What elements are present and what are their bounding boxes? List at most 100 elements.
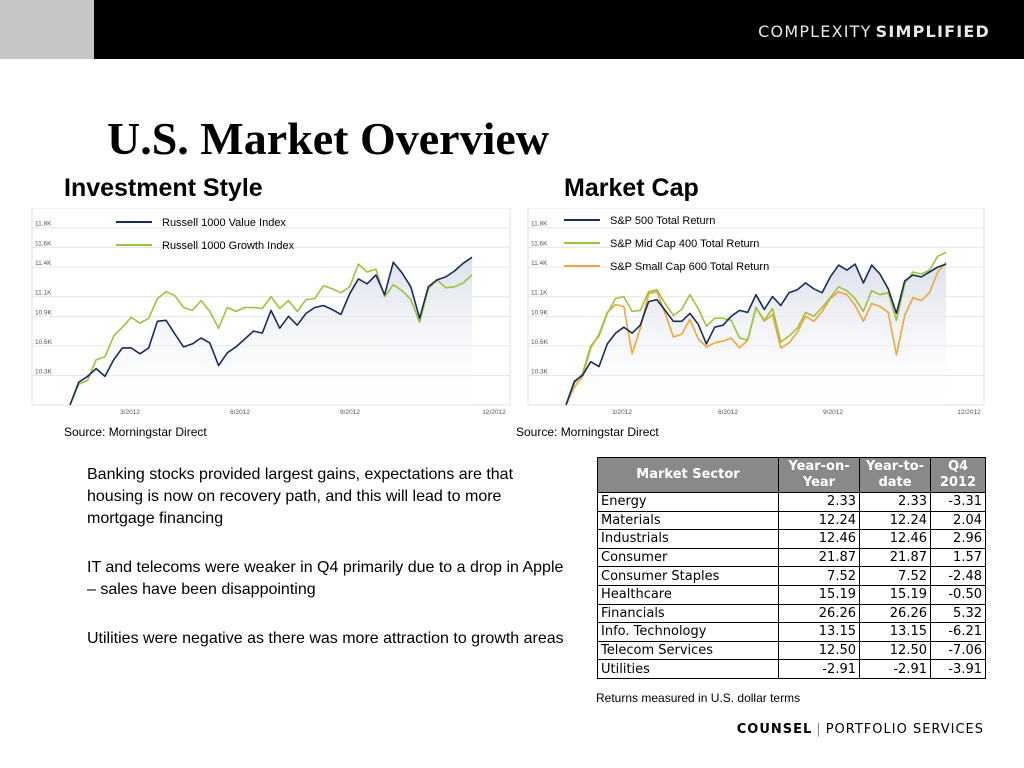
yoy-cell: 21.87	[778, 547, 860, 568]
commentary-paragraph: Banking stocks provided largest gains, e…	[87, 466, 514, 527]
ytd-cell: 15.19	[859, 584, 931, 605]
investment-style-source: Source: Morningstar Direct	[64, 425, 207, 439]
series-line	[565, 251, 947, 406]
table-row: Info. Technology 13.15 13.15 -6.21	[597, 622, 986, 642]
ytd-cell: 21.87	[859, 547, 931, 568]
sector-cell: Energy	[597, 492, 779, 512]
legend-label: S&P Small Cap 600 Total Return	[610, 261, 769, 273]
header-bar: COMPLEXITY SIMPLIFIED	[0, 0, 1024, 59]
commentary-paragraph: IT and telecoms were weaker in Q4 primar…	[87, 559, 564, 598]
yoy-cell: 7.52	[778, 566, 860, 586]
sector-cell: Telecom Services	[597, 640, 779, 661]
x-tick-label: 9/2012	[823, 409, 843, 416]
series-area-fill	[70, 257, 472, 405]
header-q4-2012: Q4 2012	[930, 457, 986, 493]
q4-cell: 2.04	[930, 510, 986, 531]
table-row: Consumer Staples 7.52 7.52 -2.48	[597, 566, 986, 586]
legend-label: Russell 1000 Value Index	[162, 217, 286, 229]
q4-cell: 2.96	[930, 529, 986, 549]
y-tick-label: 10.3K	[531, 368, 549, 375]
ytd-cell: 12.46	[859, 529, 931, 549]
q4-cell: -3.31	[930, 492, 986, 512]
market-cap-source: Source: Morningstar Direct	[516, 425, 659, 439]
ytd-cell: -2.91	[859, 659, 931, 679]
y-tick-label: 11.6K	[531, 240, 548, 247]
commentary: Banking stocks provided largest gains, e…	[87, 464, 567, 677]
yoy-cell: 15.19	[778, 584, 860, 605]
yoy-cell: 12.24	[778, 510, 860, 531]
header-year-to-date: Year-to-date	[859, 457, 931, 493]
sector-cell: Consumer	[597, 547, 779, 568]
header-year-on-year: Year-on- Year	[778, 457, 860, 493]
sector-cell: Consumer Staples	[597, 566, 779, 586]
legend-label: S&P 500 Total Return	[610, 215, 715, 227]
header-accent-block	[0, 0, 94, 59]
yoy-cell: 12.50	[778, 640, 860, 661]
market-cap-chart: 12K11.8K11.6K11.4K11.1K10.9K10.6K10.3K3/…	[527, 208, 985, 416]
legend-label: S&P Mid Cap 400 Total Return	[610, 238, 759, 250]
q4-cell: -6.21	[930, 622, 986, 642]
sector-returns-table: Market Sector Year-on- Year Year-to-date …	[597, 457, 986, 679]
y-tick-label: 11.6K	[35, 240, 52, 247]
q4-cell: 1.57	[930, 547, 986, 568]
y-tick-label: 11.4K	[531, 260, 548, 267]
table-row: Telecom Services 12.50 12.50 -7.06	[597, 640, 986, 661]
legend-label: Russell 1000 Growth Index	[162, 240, 295, 252]
table-row: Utilities -2.91 -2.91 -3.91	[597, 659, 986, 679]
header-brand: COMPLEXITY SIMPLIFIED	[758, 22, 990, 41]
q4-cell: -0.50	[930, 584, 986, 605]
y-tick-label: 11.1K	[531, 290, 548, 297]
x-tick-label: 6/2012	[718, 409, 738, 416]
sector-cell: Industrials	[597, 529, 779, 549]
y-tick-label: 11.8K	[531, 221, 548, 228]
investment-style-title: Investment Style	[64, 174, 263, 202]
header-brand-light: COMPLEXITY	[758, 22, 872, 41]
x-tick-label: 3/2012	[120, 409, 140, 416]
series-line	[565, 263, 947, 406]
yoy-cell: 12.46	[778, 529, 860, 549]
page-title: U.S. Market Overview	[107, 113, 549, 164]
sector-cell: Utilities	[597, 659, 779, 679]
ytd-cell: 2.33	[859, 492, 931, 512]
header-market-sector: Market Sector	[597, 457, 779, 493]
q4-cell: -7.06	[930, 640, 986, 661]
footer-brand-strong: COUNSEL	[736, 722, 813, 737]
investment-style-chart: 12K11.8K11.6K11.4K11.1K10.9K10.6K10.3K3/…	[31, 208, 511, 416]
ytd-cell: 7.52	[859, 566, 931, 586]
table-row: Financials 26.26 26.26 5.32	[597, 603, 986, 624]
ytd-cell: 12.24	[859, 510, 931, 531]
q4-cell: 5.32	[930, 603, 986, 624]
table-row: Industrials 12.46 12.46 2.96	[597, 529, 986, 549]
ytd-cell: 13.15	[859, 622, 931, 642]
q4-cell: -3.91	[930, 659, 986, 679]
q4-cell: -2.48	[930, 566, 986, 586]
table-row: Energy 2.33 2.33 -3.31	[597, 492, 986, 512]
sector-cell: Materials	[597, 510, 779, 531]
yoy-cell: 13.15	[778, 622, 860, 642]
y-tick-label: 10.3K	[35, 368, 53, 375]
sector-cell: Healthcare	[597, 584, 779, 605]
market-cap-title: Market Cap	[564, 174, 699, 202]
ytd-cell: 12.50	[859, 640, 931, 661]
series-line	[69, 263, 473, 406]
sector-cell: Info. Technology	[597, 622, 779, 642]
y-tick-label: 11.8K	[35, 221, 52, 228]
x-tick-label: 9/2012	[340, 409, 360, 416]
y-tick-label: 10.9K	[531, 309, 549, 316]
y-tick-label: 10.9K	[35, 309, 53, 316]
yoy-cell: 2.33	[778, 492, 860, 512]
header-brand-strong: SIMPLIFIED	[875, 22, 990, 41]
y-tick-label: 11.4K	[35, 260, 52, 267]
x-tick-label: 12/2012	[957, 409, 981, 416]
table-note: Returns measured in U.S. dollar terms	[596, 691, 801, 705]
table-row: Healthcare 15.19 15.19 -0.50	[597, 584, 986, 605]
table-row: Consumer 21.87 21.87 1.57	[597, 547, 986, 568]
footer-brand: COUNSEL | PORTFOLIO SERVICES	[737, 722, 984, 737]
commentary-paragraph: Utilities were negative as there was mor…	[87, 630, 564, 647]
y-tick-label: 11.1K	[35, 290, 52, 297]
y-tick-label: 10.6K	[531, 339, 549, 346]
x-tick-label: 6/2012	[230, 409, 250, 416]
table-header-row: Market Sector Year-on- Year Year-to-date …	[597, 457, 986, 493]
y-tick-label: 10.6K	[35, 339, 53, 346]
table-row: Materials 12.24 12.24 2.04	[597, 510, 986, 531]
